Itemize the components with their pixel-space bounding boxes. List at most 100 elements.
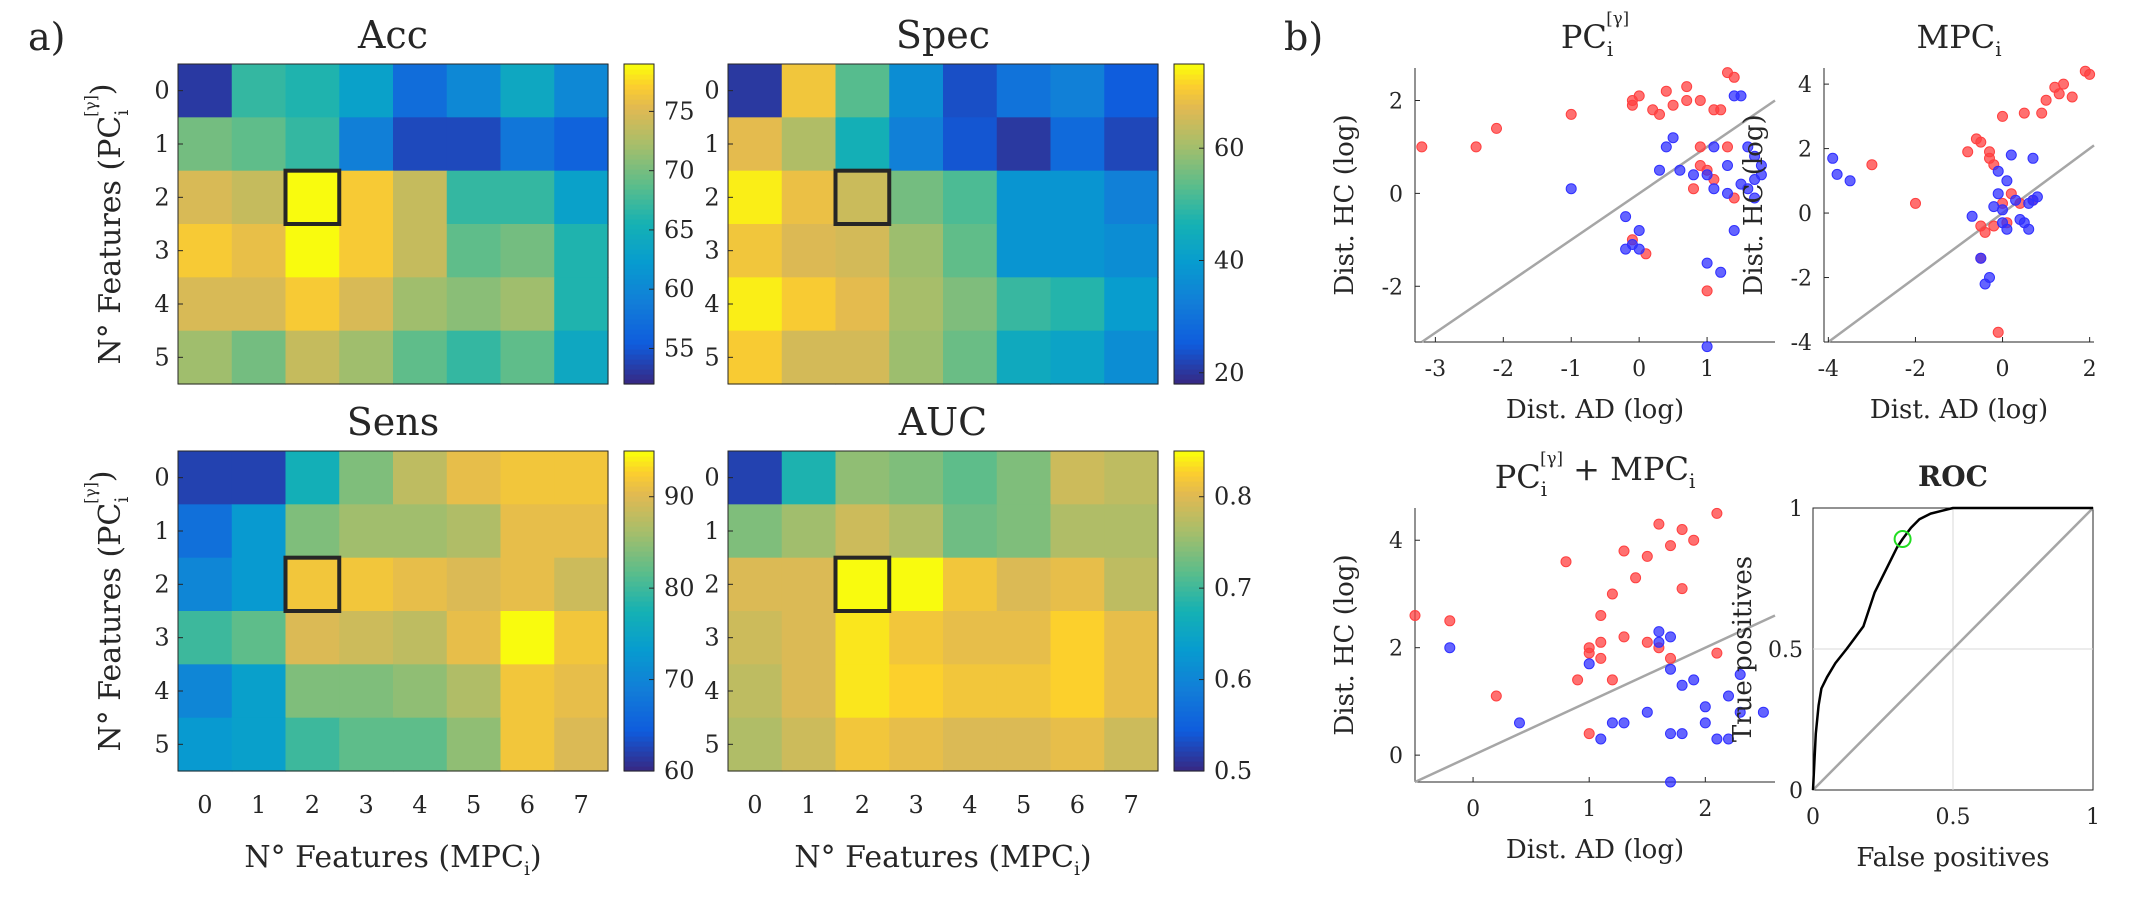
colorbar-segment [1174,751,1204,757]
colorbar-segment [1174,234,1204,240]
colorbar-segment [1174,451,1204,457]
x-tick-label: -2 [1493,357,1514,382]
colorbar-segment [624,209,654,215]
colorbar-segment [1174,239,1204,245]
chart-title: PCi[γ] [1561,9,1629,61]
data-point-red [1491,122,1502,134]
data-point-blue [1618,717,1630,729]
scatter-sc_mpc: -4 -2 0 2 -4 -2 0 2 4 MPCi Dist. AD (log) Dist. HC … [1739,18,2097,425]
colorbar-segment [1174,284,1204,290]
data-point-blue [2001,175,2013,187]
heatmap-cell [339,717,394,772]
chart-title: Acc [357,13,428,57]
colorbar-tick-label: 0.7 [1214,574,1252,602]
y-tick-label: 5 [704,730,719,758]
roc-curve [1811,506,2093,791]
y-tick-label: 2 [154,570,169,598]
data-point-red [1606,674,1618,686]
heatmap-cell [889,504,944,559]
colorbar-segment [624,249,654,255]
colorbar-segment [624,89,654,95]
heatmap-cell [500,64,555,118]
heatmap-cell [835,117,890,172]
colorbar-segment [624,169,654,175]
data-point-blue [1728,225,1740,236]
heatmap-cell [943,611,998,665]
colorbar-segment [1174,154,1204,160]
data-point-blue [1654,164,1665,176]
heatmap-cell [835,611,890,665]
data-point-red [1595,610,1607,621]
colorbar-segment [1174,119,1204,125]
x-axis-label: N° Features (MPCi) [244,840,541,880]
colorbar-segment [624,596,654,602]
colorbar-tick-label: 70 [664,666,695,694]
heatmap-cell [178,664,233,719]
colorbar-segment [624,259,654,265]
colorbar-segment [1174,134,1204,140]
colorbar-segment [624,741,654,747]
chart-title: AUC [898,400,988,444]
data-point-blue [1975,252,1987,264]
colorbar-segment [1174,581,1204,587]
colorbar-segment [624,686,654,692]
x-tick-label: 1 [2086,805,2100,830]
heatmap-cell [728,717,783,772]
heatmap-cell [500,664,555,719]
data-point-red [1444,615,1456,627]
x-axis-label: N° Features (MPCi) [794,840,1091,880]
heatmap-cell [339,504,394,559]
heatmap-cell [943,330,998,385]
heatmap-cell [1050,64,1105,118]
y-tick-label: -2 [1791,267,1812,292]
data-point-blue [1665,663,1676,675]
colorbar-segment [1174,621,1204,627]
heatmap-cell [178,330,233,385]
y-tick-label: 2 [1389,637,1403,662]
colorbar-segment [624,586,654,592]
y-tick-label: 1 [154,517,169,545]
colorbar-segment [624,64,654,70]
x-tick-label: 2 [305,791,320,819]
colorbar-segment [624,159,654,165]
heatmap-cell [943,64,998,118]
data-point-blue [1734,706,1746,718]
colorbar-segment [1174,349,1204,355]
data-point-blue [1653,636,1665,648]
colorbar-segment [624,526,654,532]
colorbar-segment [624,359,654,365]
x-tick-label: 3 [908,791,923,819]
data-point-blue [1831,168,1843,180]
highlight-box [283,555,342,613]
y-tick-label: 5 [154,730,169,758]
heatmap-cell [178,224,233,278]
colorbar-segment [624,364,654,370]
y-tick-label: 0 [1389,744,1403,769]
colorbar-segment [624,304,654,310]
x-tick-label: 1 [1700,357,1714,382]
heatmap-cell [231,330,287,385]
data-point-red [1618,631,1630,643]
y-tick-label: 3 [704,237,719,265]
data-point-blue [1606,717,1618,729]
heatmap-cell [1050,504,1105,559]
data-point-red [1694,141,1706,153]
heatmap-cell [393,224,448,278]
x-tick-label: 1 [801,791,816,819]
data-point-red [1866,159,1878,171]
data-point-red [1630,572,1642,584]
colorbar-segment [624,706,654,712]
data-point-red [1676,524,1688,535]
heatmap-cell [996,117,1052,172]
colorbar-segment [1174,681,1204,687]
data-point-blue [1827,152,1839,164]
data-point-blue [1757,706,1769,718]
heatmap-cell [393,64,448,118]
y-axis-label: Dist. HC (log) [1330,114,1360,295]
colorbar-segment [1174,254,1204,260]
axes-frame [177,450,609,772]
data-point-blue [2005,149,2017,161]
heatmap-cell [446,330,502,385]
heatmap-cell [781,117,837,172]
data-point-red [1688,534,1700,546]
